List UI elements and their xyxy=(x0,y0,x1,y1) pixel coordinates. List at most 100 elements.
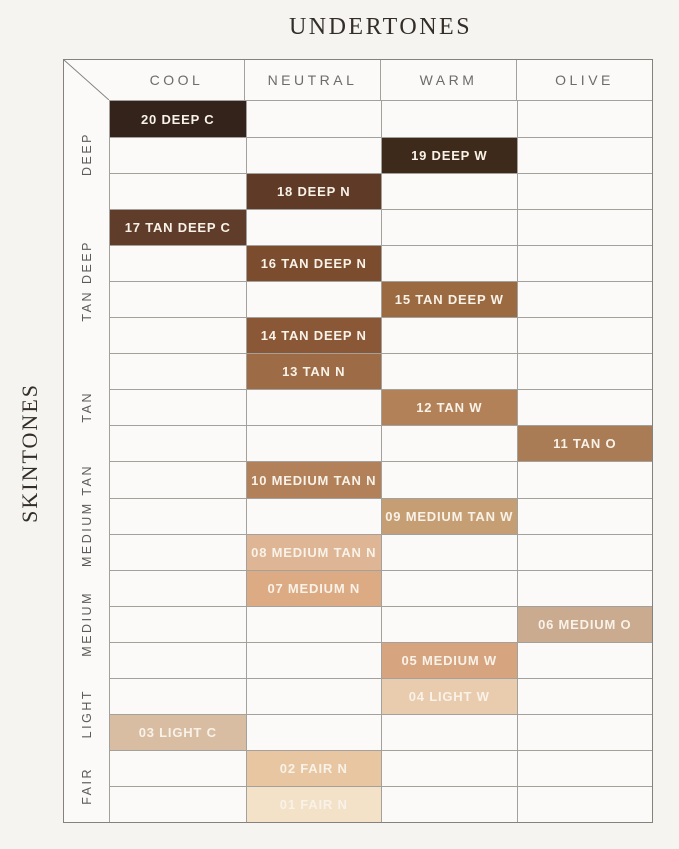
grid-cell xyxy=(110,749,246,786)
grid-cell xyxy=(381,785,517,822)
grid-cell xyxy=(110,533,246,570)
grid-cell xyxy=(110,353,246,390)
skintone-group-label: FAIR xyxy=(79,766,94,805)
grid-cell: 04 LIGHT W xyxy=(381,677,517,714)
corner-diagonal-line xyxy=(64,60,109,100)
shade-swatch-15-tan-deep-w: 15 TAN DEEP W xyxy=(382,282,517,318)
grid-cell: 17 TAN DEEP C xyxy=(110,209,246,246)
shade-swatch-label: 19 DEEP W xyxy=(411,148,488,164)
shade-swatch-11-tan-o: 11 TAN O xyxy=(517,426,652,462)
shade-swatch-label: 04 LIGHT W xyxy=(408,688,490,704)
table-corner-cell xyxy=(64,60,109,100)
grid-cell xyxy=(516,353,652,390)
grid-cell xyxy=(110,425,246,462)
grid-cell xyxy=(516,101,652,138)
grid-cell xyxy=(110,461,246,498)
shade-swatch-16-tan-deep-n: 16 TAN DEEP N xyxy=(246,246,381,282)
grid-cell: 03 LIGHT C xyxy=(110,713,246,750)
skintone-group-fair: FAIR xyxy=(64,750,109,822)
grid-cell xyxy=(110,569,246,606)
skintone-group-deep: DEEP xyxy=(64,100,109,208)
skintone-group-light: LIGHT xyxy=(64,678,109,750)
grid-cell xyxy=(381,605,517,642)
grid-cell xyxy=(381,101,517,138)
skintones-group-column: DEEP TAN DEEP TAN MEDIUM TAN MEDIUM LIGHT FAIR xyxy=(64,100,109,822)
grid-cell: 01 FAIR N xyxy=(245,785,381,822)
shade-swatch-label: 16 TAN DEEP N xyxy=(260,256,367,272)
grid-cell: 18 DEEP N xyxy=(245,173,381,210)
undertone-header-olive: OLIVE xyxy=(516,60,652,100)
grid-cell xyxy=(245,389,381,426)
shade-swatch-label: 15 TAN DEEP W xyxy=(394,292,504,308)
grid-cell: 12 TAN W xyxy=(381,389,517,426)
shade-swatch-17-tan-deep-c: 17 TAN DEEP C xyxy=(110,210,246,246)
grid-cell xyxy=(245,137,381,174)
shade-swatch-14-tan-deep-n: 14 TAN DEEP N xyxy=(246,318,381,354)
shade-matrix-table: COOL NEUTRAL WARM OLIVE DEEP TAN DEEP TAN MEDI… xyxy=(63,59,653,823)
grid-cell: 06 MEDIUM O xyxy=(516,605,652,642)
grid-cell xyxy=(516,317,652,354)
shade-swatch-06-medium-o: 06 MEDIUM O xyxy=(517,606,652,642)
grid-cell: 02 FAIR N xyxy=(245,749,381,786)
shade-swatch-01-fair-n: 01 FAIR N xyxy=(246,786,381,822)
shade-swatch-label: 02 FAIR N xyxy=(279,760,348,776)
grid-cell xyxy=(516,245,652,282)
grid-cell xyxy=(516,569,652,606)
grid-cell: 16 TAN DEEP N xyxy=(245,245,381,282)
shade-grid: 20 DEEP C 19 DEEP W 18 DEEP N 17 TAN DEEP C… xyxy=(109,100,652,822)
shade-swatch-08-medium-tan-n: 08 MEDIUM TAN N xyxy=(246,534,381,570)
grid-cell: 20 DEEP C xyxy=(110,101,246,138)
shade-swatch-07-medium-n: 07 MEDIUM N xyxy=(246,570,381,606)
shade-swatch-05-medium-w: 05 MEDIUM W xyxy=(382,642,517,678)
grid-cell xyxy=(245,605,381,642)
grid-cell xyxy=(110,785,246,822)
shade-swatch-label: 09 MEDIUM TAN W xyxy=(385,508,514,524)
shade-swatch-label: 05 MEDIUM W xyxy=(401,652,497,668)
grid-cell: 08 MEDIUM TAN N xyxy=(245,533,381,570)
shade-swatch-label: 12 TAN W xyxy=(416,400,483,416)
grid-cell xyxy=(516,389,652,426)
grid-cell xyxy=(516,713,652,750)
grid-cell xyxy=(381,569,517,606)
grid-cell xyxy=(110,281,246,318)
skintone-group-tan: TAN xyxy=(64,353,109,461)
shade-swatch-label: 18 DEEP N xyxy=(277,184,351,200)
undertone-header-neutral: NEUTRAL xyxy=(244,60,380,100)
skintone-group-label: MEDIUM xyxy=(79,590,94,657)
shade-swatch-label: 10 MEDIUM TAN N xyxy=(251,472,377,488)
grid-cell xyxy=(245,713,381,750)
grid-cell xyxy=(516,641,652,678)
grid-cell xyxy=(245,209,381,246)
skintones-axis-title-wrap: SKINTONES xyxy=(2,59,58,823)
undertones-header-row: COOL NEUTRAL WARM OLIVE xyxy=(109,60,652,100)
skintone-group-label: TAN DEEP xyxy=(79,239,94,322)
grid-cell: 05 MEDIUM W xyxy=(381,641,517,678)
shade-swatch-03-light-c: 03 LIGHT C xyxy=(110,714,246,750)
grid-cell: 10 MEDIUM TAN N xyxy=(245,461,381,498)
grid-cell xyxy=(516,785,652,822)
grid-cell: 09 MEDIUM TAN W xyxy=(381,497,517,534)
shade-swatch-13-tan-n: 13 TAN N xyxy=(246,354,381,390)
grid-cell xyxy=(516,461,652,498)
grid-cell xyxy=(381,317,517,354)
grid-cell xyxy=(516,281,652,318)
grid-cell xyxy=(516,677,652,714)
grid-cell xyxy=(381,461,517,498)
shade-swatch-label: 17 TAN DEEP C xyxy=(124,220,231,236)
grid-cell xyxy=(245,425,381,462)
grid-cell xyxy=(110,641,246,678)
grid-cell xyxy=(381,713,517,750)
grid-cell xyxy=(110,137,246,174)
shade-swatch-02-fair-n: 02 FAIR N xyxy=(246,750,381,786)
grid-cell xyxy=(516,533,652,570)
grid-cell xyxy=(110,389,246,426)
grid-cell: 14 TAN DEEP N xyxy=(245,317,381,354)
grid-cell xyxy=(245,641,381,678)
grid-cell xyxy=(110,605,246,642)
grid-cell xyxy=(381,353,517,390)
grid-cell: 15 TAN DEEP W xyxy=(381,281,517,318)
grid-cell xyxy=(110,677,246,714)
grid-cell xyxy=(245,677,381,714)
shade-swatch-label: 01 FAIR N xyxy=(279,796,348,812)
